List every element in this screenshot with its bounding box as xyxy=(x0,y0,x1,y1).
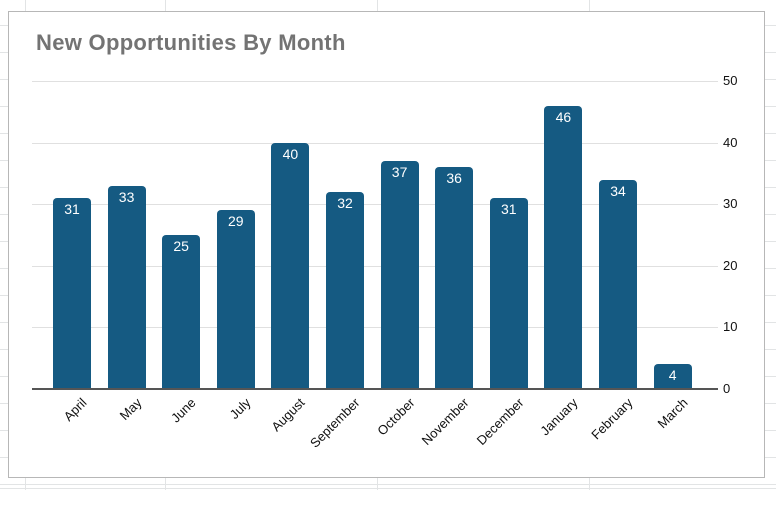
gridline-50 xyxy=(32,81,718,82)
x-tick-label-june: June xyxy=(168,395,199,426)
y-tick-label-20: 20 xyxy=(723,257,738,273)
gridline-10 xyxy=(32,327,718,329)
bar-april[interactable]: 31 xyxy=(53,198,91,389)
bar-october[interactable]: 37 xyxy=(380,161,419,389)
bar-november[interactable]: 36 xyxy=(435,167,474,389)
bar-june[interactable]: 25 xyxy=(162,235,201,389)
bar-value-label-november: 36 xyxy=(446,170,462,187)
x-axis-line xyxy=(32,388,718,390)
bar-value-label-august: 40 xyxy=(282,145,299,162)
bar-value-label-march: 4 xyxy=(668,367,677,384)
bar-value-label-october: 37 xyxy=(391,164,408,181)
chart-card[interactable]: New Opportunities By Month 31 33 25 29 40 32 3… xyxy=(8,11,765,478)
bar-september[interactable]: 32 xyxy=(326,191,364,389)
bar-february[interactable]: 34 xyxy=(599,179,637,389)
bar-value-label-april: 31 xyxy=(64,201,80,218)
bar-value-label-september: 32 xyxy=(337,194,353,211)
y-tick-label-40: 40 xyxy=(723,134,738,150)
x-tick-label-october: October xyxy=(373,395,418,439)
x-tick-label-july: July xyxy=(226,395,254,422)
x-tick-label-august: August xyxy=(268,395,308,435)
bar-january[interactable]: 46 xyxy=(544,105,583,389)
bar-august[interactable]: 40 xyxy=(271,142,310,389)
x-tick-label-february: February xyxy=(588,395,636,443)
bar-value-label-february: 34 xyxy=(610,182,626,199)
y-tick-label-30: 30 xyxy=(723,196,738,212)
bar-july[interactable]: 29 xyxy=(216,210,255,389)
bar-december[interactable]: 31 xyxy=(489,198,528,389)
bar-value-label-june: 25 xyxy=(173,238,189,254)
bar-may[interactable]: 33 xyxy=(107,185,146,389)
x-tick-label-december: December xyxy=(473,395,527,449)
x-tick-label-march: March xyxy=(654,395,691,432)
y-tick-label-0: 0 xyxy=(723,381,731,396)
bar-value-label-july: 29 xyxy=(228,213,244,230)
bar-march[interactable]: 4 xyxy=(653,364,692,389)
x-tick-label-may: May xyxy=(116,395,145,423)
gridline-20 xyxy=(32,265,718,267)
chart-title: New Opportunities By Month xyxy=(36,30,346,55)
x-tick-label-november: November xyxy=(418,395,472,449)
y-tick-label-50: 50 xyxy=(723,73,738,88)
gridline-30 xyxy=(32,204,718,206)
x-tick-label-september: September xyxy=(307,395,363,451)
gridline-40 xyxy=(32,142,718,144)
bar-value-label-january: 46 xyxy=(555,108,572,125)
y-tick-label-10: 10 xyxy=(723,319,738,335)
bar-value-label-may: 33 xyxy=(118,188,135,205)
bar-value-label-december: 31 xyxy=(501,201,517,218)
x-tick-label-january: January xyxy=(537,395,581,439)
plot-area: 31 33 25 29 40 32 37 36 31 46 34 4 xyxy=(32,81,718,390)
